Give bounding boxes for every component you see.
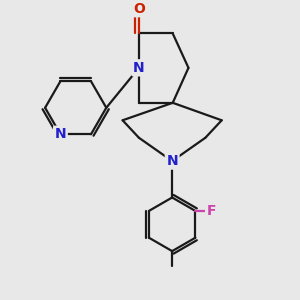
Text: F: F: [207, 204, 216, 218]
Text: O: O: [133, 2, 145, 16]
Text: N: N: [133, 61, 145, 75]
Text: N: N: [55, 127, 66, 141]
Text: N: N: [166, 154, 178, 168]
